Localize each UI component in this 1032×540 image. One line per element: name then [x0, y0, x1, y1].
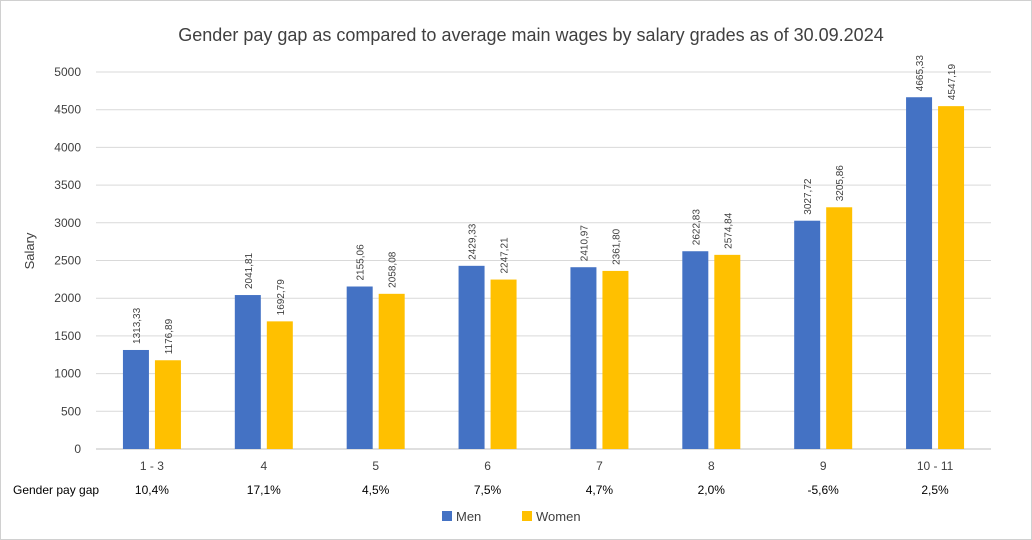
- gap-values: 10,4% 17,1% 4,5% 7,5% 4,7% 2,0% -5,6% 2,5%: [135, 483, 949, 497]
- y-axis-label: Salary: [22, 232, 37, 269]
- x-tick-label: 5: [372, 459, 379, 473]
- bar-women: [154, 360, 181, 449]
- bar-men: [794, 220, 821, 449]
- gap-value: 4,7%: [586, 483, 614, 497]
- gap-value: 4,5%: [362, 483, 390, 497]
- bar-men: [682, 251, 709, 449]
- x-tick-label: 8: [708, 459, 715, 473]
- bars: [122, 97, 965, 449]
- bar-women: [826, 207, 853, 449]
- data-label-women: 2247,21: [500, 237, 511, 274]
- data-label-women: 1176,89: [164, 318, 175, 354]
- legend-swatch-men: [442, 511, 452, 521]
- x-tick-label: 6: [484, 459, 491, 473]
- y-tick-label: 500: [61, 404, 81, 418]
- data-label-men: 2410,97: [579, 225, 590, 262]
- bar-women: [714, 254, 741, 449]
- gap-value: -5,6%: [808, 483, 840, 497]
- y-tick-label: 2000: [54, 291, 81, 305]
- y-tick-label: 5000: [54, 65, 81, 79]
- x-tick-label: 7: [596, 459, 603, 473]
- bar-men: [906, 97, 933, 449]
- gap-value: 7,5%: [474, 483, 502, 497]
- bar-women: [266, 321, 293, 449]
- x-tick-label: 10 - 11: [917, 459, 954, 473]
- data-label-men: 1313,33: [132, 307, 143, 344]
- data-label-men: 2429,33: [468, 223, 479, 260]
- data-label-women: 3205,86: [835, 165, 846, 202]
- y-tick-label: 1500: [54, 329, 81, 343]
- legend-label-women: Women: [536, 509, 581, 524]
- y-axis-ticks: 0 500 1000 1500 2000 2500 3000 3500 4000 4500 5000: [54, 65, 81, 456]
- gridlines: [96, 71, 991, 450]
- data-label-men: 2155,06: [356, 244, 367, 281]
- data-label-men: 2622,83: [691, 209, 702, 246]
- x-axis-ticks: 1 - 3 4 5 6 7 8 9 10 - 11: [140, 459, 954, 473]
- bar-men: [234, 295, 261, 449]
- x-tick-label: 9: [820, 459, 827, 473]
- y-tick-label: 4000: [54, 140, 81, 154]
- data-label-women: 4547,19: [947, 64, 958, 101]
- bar-men: [570, 267, 597, 449]
- data-labels: 1313,33 1176,89 2041,81 1692,79 2155,06 2058,…: [132, 55, 958, 355]
- data-label-women: 2058,08: [388, 251, 399, 288]
- y-tick-label: 2500: [54, 254, 81, 268]
- gap-value: 10,4%: [135, 483, 169, 497]
- y-tick-label: 4500: [54, 103, 81, 117]
- gap-value: 2,0%: [698, 483, 726, 497]
- bar-women: [602, 270, 629, 449]
- x-tick-label: 1 - 3: [140, 459, 164, 473]
- legend-label-men: Men: [456, 509, 481, 524]
- data-label-men: 2041,81: [244, 252, 255, 289]
- y-tick-label: 3500: [54, 178, 81, 192]
- legend-swatch-women: [522, 511, 532, 521]
- legend: Men Women: [442, 509, 581, 524]
- data-label-women: 2361,80: [611, 228, 622, 265]
- bar-men: [458, 265, 485, 449]
- y-tick-label: 3000: [54, 216, 81, 230]
- y-tick-label: 0: [74, 442, 81, 456]
- gap-row-label: Gender pay gap: [13, 483, 99, 497]
- data-label-women: 1692,79: [276, 279, 287, 316]
- y-tick-label: 1000: [54, 367, 81, 381]
- bar-women: [378, 293, 405, 449]
- x-tick-label: 4: [260, 459, 267, 473]
- data-label-men: 4665,33: [915, 55, 926, 92]
- data-label-men: 3027,72: [803, 178, 814, 215]
- gap-value: 2,5%: [921, 483, 949, 497]
- bar-women: [490, 279, 517, 449]
- gap-value: 17,1%: [247, 483, 281, 497]
- bar-men: [346, 286, 373, 449]
- bar-women: [938, 106, 965, 449]
- data-label-women: 2574,84: [723, 212, 734, 249]
- bar-men: [122, 349, 149, 449]
- chart-title: Gender pay gap as compared to average ma…: [178, 25, 883, 45]
